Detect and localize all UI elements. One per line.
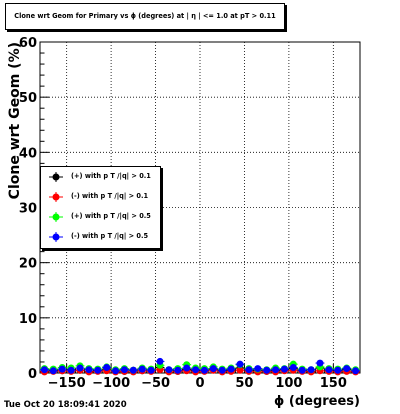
data-point (280, 365, 288, 373)
legend-item-minus-05: (-) with p T /|q| > 0.5 (41, 227, 160, 247)
legend-item-plus-01: (+) with p T /|q| > 0.1 (41, 167, 160, 187)
data-point (120, 366, 128, 374)
data-point (165, 366, 173, 374)
legend-label: (-) with p T /|q| > 0.1 (71, 192, 149, 200)
data-point (58, 365, 66, 373)
x-tick-label: −100 (92, 376, 130, 391)
legend-marker-red (49, 192, 63, 202)
y-tick-label: 50 (19, 91, 37, 106)
x-tick-label: −150 (48, 376, 86, 391)
legend-label: (+) with p T /|q| > 0.1 (71, 172, 151, 180)
y-tick-label: 40 (19, 146, 37, 161)
x-axis-title: ϕ (degrees) (274, 394, 360, 409)
data-point (272, 366, 280, 374)
x-tick-label: 150 (320, 376, 347, 391)
y-axis-title: Clone wrt Geom (%) (7, 42, 23, 199)
data-point (49, 367, 57, 375)
data-point (85, 366, 93, 374)
y-tick-label: 30 (19, 202, 37, 217)
data-point (200, 366, 208, 374)
data-point (218, 366, 226, 374)
data-point (316, 359, 324, 367)
data-point (227, 365, 235, 373)
datestamp: Tue Oct 20 18:09:41 2020 (4, 400, 127, 410)
data-point (112, 367, 120, 375)
data-point (209, 365, 217, 373)
x-tick-label: 0 (195, 376, 204, 391)
x-tick-label: 50 (235, 376, 253, 391)
y-tick-label: 0 (28, 367, 37, 382)
data-point (147, 366, 155, 374)
data-point (236, 366, 244, 374)
data-point (352, 367, 360, 375)
x-tick-label: −50 (141, 376, 170, 391)
data-point (129, 366, 137, 374)
data-point (183, 364, 191, 372)
legend-marker-green (49, 212, 63, 222)
legend-marker-black (49, 172, 63, 182)
data-point (94, 366, 102, 374)
data-point (307, 366, 315, 374)
data-point (76, 364, 84, 372)
legend-item-plus-05: (+) with p T /|q| > 0.5 (41, 207, 160, 227)
data-point (174, 366, 182, 374)
data-point (254, 365, 262, 373)
data-point (325, 366, 333, 374)
data-point (40, 366, 48, 374)
data-point (236, 360, 244, 368)
data-point (245, 366, 253, 374)
y-tick-label: 20 (19, 257, 37, 272)
data-point (298, 366, 306, 374)
legend-label: (-) with p T /|q| > 0.5 (71, 232, 149, 240)
legend-label: (+) with p T /|q| > 0.5 (71, 212, 151, 220)
legend-item-minus-01: (-) with p T /|q| > 0.1 (41, 187, 160, 207)
data-point (289, 363, 297, 371)
data-point (103, 363, 111, 371)
y-tick-label: 10 (19, 312, 37, 327)
data-point (343, 365, 351, 373)
data-point (67, 366, 75, 374)
data-point (138, 365, 146, 373)
legend: (+) with p T /|q| > 0.1 (-) with p T /|q… (40, 166, 161, 249)
data-point (334, 366, 342, 374)
y-tick-label: 60 (19, 36, 37, 51)
data-point (156, 357, 164, 365)
data-point (192, 366, 200, 374)
legend-marker-blue (49, 232, 63, 242)
data-point (263, 366, 271, 374)
x-tick-label: 100 (275, 376, 302, 391)
chart-title: Clone wrt Geom for Primary vs ϕ (degrees… (5, 3, 285, 30)
